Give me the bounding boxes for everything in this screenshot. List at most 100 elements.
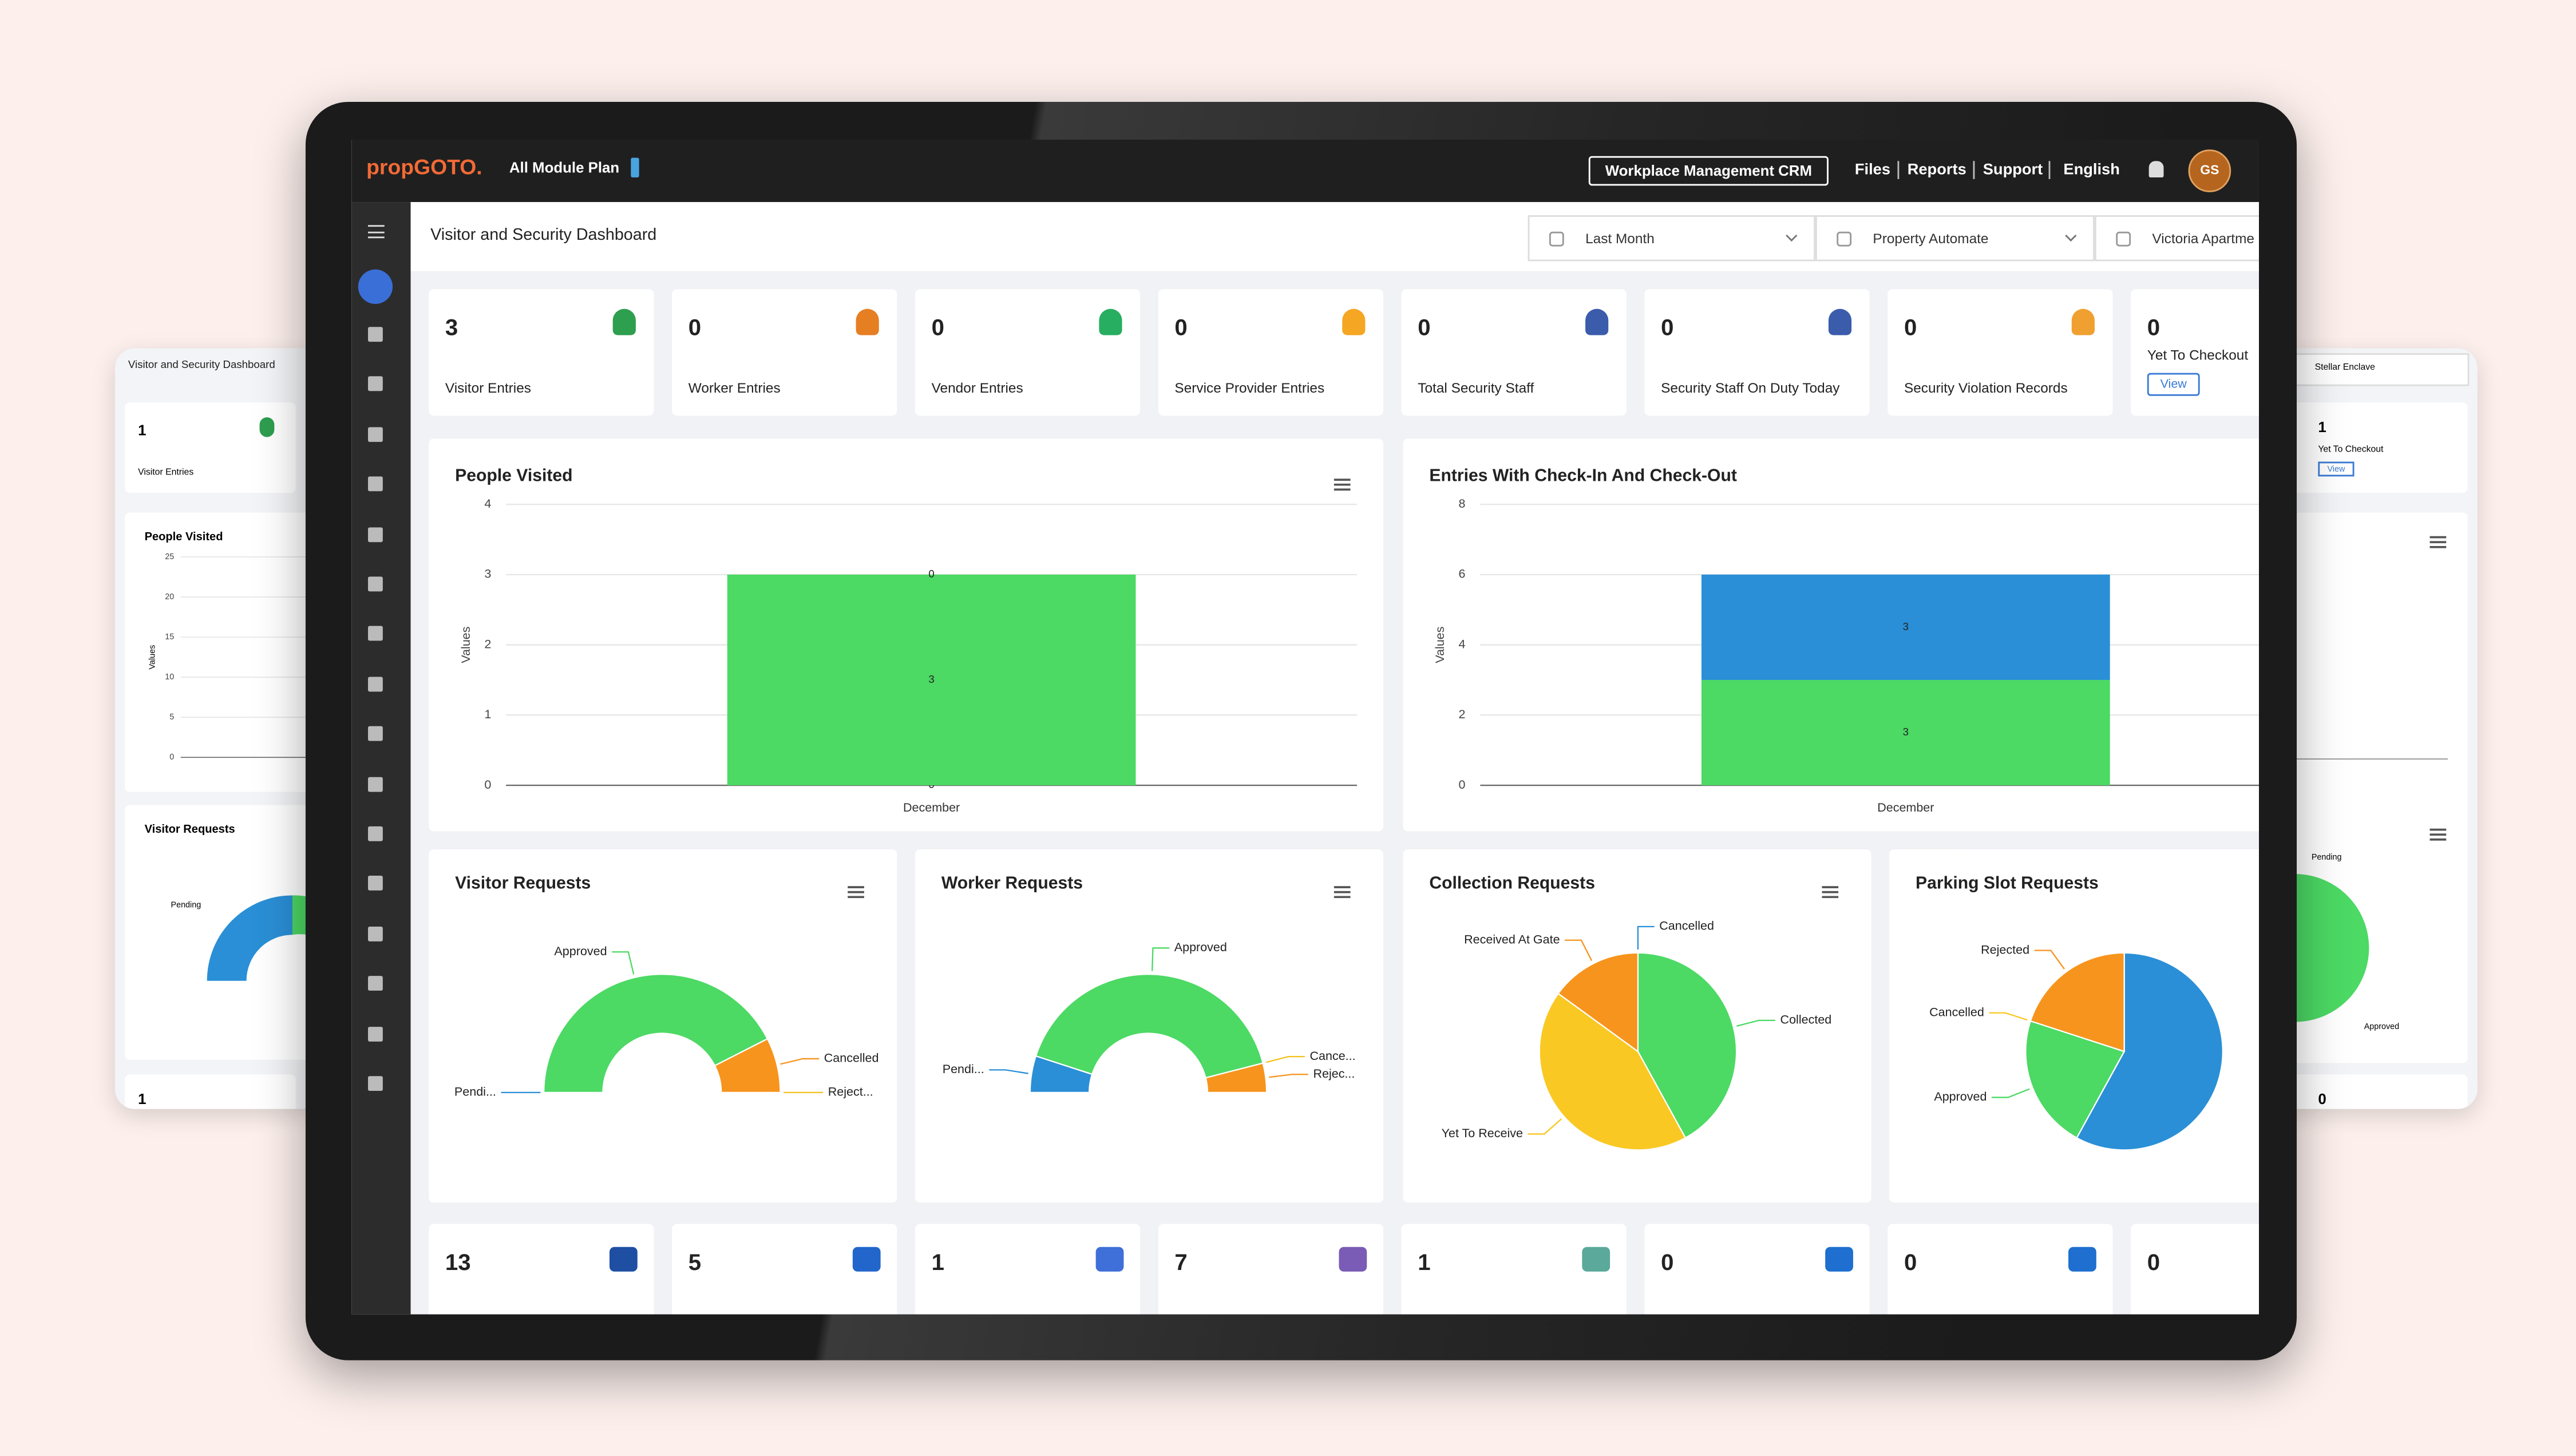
preview-kpi: 1 Yet To Checkout View [2275, 402, 2468, 493]
slice-label: Approved [554, 944, 607, 958]
sidebar-icon[interactable] [368, 876, 383, 891]
sidebar-icon[interactable] [368, 377, 383, 392]
preview-kpi: 0 [2275, 1074, 2468, 1109]
sidebar-icon[interactable] [368, 426, 383, 442]
view-button[interactable]: View [2318, 461, 2355, 477]
kpi-label: Worker Entries [688, 379, 781, 396]
leader-line [1565, 939, 1593, 962]
slice-label: Cancelled [1659, 919, 1714, 933]
y-tick-label: 0 [1459, 778, 1466, 792]
kpi-label: Visitor Entries [138, 468, 194, 478]
chart-canvas: Visitor Requests Pending [145, 823, 320, 981]
chart-menu[interactable] [1333, 886, 1351, 899]
chart-menu[interactable] [2429, 536, 2447, 548]
kpi-value: 0 [931, 314, 944, 341]
leader-line [1528, 1118, 1562, 1135]
slice-label: Rejected [1981, 943, 2029, 956]
hamburger[interactable] [368, 225, 385, 239]
nav-item[interactable]: Reports [1908, 161, 1975, 179]
sidebar-icon[interactable] [368, 1076, 383, 1091]
chart-menu[interactable] [848, 886, 864, 899]
sidebar-icon[interactable] [368, 726, 383, 742]
sidebar-icon[interactable] [368, 776, 383, 792]
filter[interactable]: Victoria Apartme [2094, 215, 2259, 262]
logo: propGOTO. [366, 154, 482, 179]
bell-icon[interactable] [2148, 161, 2164, 178]
slice-label: Approved [1934, 1090, 1987, 1103]
nav-item[interactable]: English [2063, 161, 2120, 179]
kpi-value: 0 [1174, 314, 1188, 341]
sidebar-icon[interactable] [368, 976, 383, 991]
data-label: 3 [1903, 726, 1909, 738]
y-tick-label: 5 [169, 713, 174, 722]
kpi-card: 0 Yet To Checkout View [2131, 289, 2259, 416]
filter[interactable]: Property Automate [1815, 215, 2095, 262]
kpi-value: 0 [2318, 1091, 2326, 1107]
chart-canvas: People Visited 0 5 10 15 20 25 Values [145, 531, 320, 762]
kpi-card: 1 [915, 1224, 1141, 1315]
slice-label: Collected [1780, 1013, 1832, 1027]
y-tick-label: 0 [484, 778, 491, 792]
filter-icon [2116, 231, 2131, 247]
preview-donut: Visitor Requests Pending [125, 805, 320, 1060]
chart-card: Parking Slot Requests Approved Cancelled Re… [1889, 849, 2259, 1203]
sidebar-icon[interactable] [368, 476, 383, 492]
kpi-value: 0 [1904, 1248, 1917, 1275]
y-tick-label: 8 [1459, 497, 1466, 511]
sidebar-icon[interactable] [368, 576, 383, 592]
nav-item[interactable]: Files [1855, 161, 1899, 179]
hamburger-mid [368, 231, 385, 234]
chart-title: People Visited [145, 531, 223, 543]
slice-label: Approved [1174, 940, 1227, 954]
chart-canvas: Worker Requests Pendi... Approved Cance... R… [941, 873, 1356, 1094]
slice-label: Pendi... [454, 1085, 496, 1099]
filter[interactable]: Stellar Enclave [2275, 353, 2470, 386]
kpi-icon [1585, 308, 1609, 335]
sidebar-icon[interactable] [368, 676, 383, 691]
right-preview: Stellar Enclave 1 Yet To Checkout View Pendi… [2275, 348, 2478, 1109]
plan-icon [631, 157, 639, 178]
leader-line [780, 1058, 820, 1065]
sidebar-icon[interactable] [368, 626, 383, 642]
filter[interactable]: Last Month [1528, 215, 1815, 262]
slice-label: Reject... [828, 1085, 873, 1099]
crm-button[interactable]: Workplace Management CRM [1588, 156, 1829, 186]
slice [1557, 952, 1639, 1053]
avatar[interactable]: GS [2188, 149, 2231, 192]
chart-card: Worker Requests Pendi... Approved Cance... R… [915, 849, 1383, 1203]
slice-label: Pendi... [943, 1062, 984, 1076]
slice [1637, 952, 1738, 1139]
chart-menu[interactable] [1822, 886, 1839, 899]
kpi-value: 1 [2318, 418, 2326, 436]
kpi-card: 0 Service Provider Entries [1158, 289, 1383, 416]
title-bar: Visitor and Security Dashboard Last Month… [410, 202, 2259, 271]
kpi-label: Visitor Entries [445, 379, 531, 396]
nav-active[interactable] [358, 269, 393, 304]
chart-title: Parking Slot Requests [1916, 873, 2099, 892]
slice-label: Yet To Receive [1442, 1126, 1523, 1140]
sidebar-icon[interactable] [368, 527, 383, 542]
sidebar-icon[interactable] [368, 926, 383, 941]
view-button[interactable]: View [2147, 373, 2200, 396]
sidebar-icon[interactable] [368, 826, 383, 841]
sidebar-icon[interactable] [368, 1026, 383, 1041]
data-label: 0 [928, 568, 934, 580]
kpi-icon [1095, 1247, 1124, 1272]
y-tick-label: 2 [484, 637, 491, 651]
slice [1538, 992, 1687, 1151]
chart-title: People Visited [455, 466, 572, 485]
nav-item[interactable]: Support [1983, 161, 2051, 179]
kpi-value: 0 [1661, 314, 1674, 341]
sidebar-icon[interactable] [368, 327, 383, 342]
kpi-icon [852, 1247, 881, 1272]
leader-line [2034, 949, 2065, 970]
leader-line [1265, 1055, 1305, 1063]
slice [1205, 1062, 1268, 1094]
plan-name: All Module Plan [509, 159, 620, 176]
chart-menu[interactable] [2429, 828, 2447, 841]
kpi-value: 0 [1661, 1248, 1674, 1275]
kpi-card: 0 Total Security Staff [1401, 289, 1627, 416]
chart-menu[interactable] [1333, 478, 1351, 491]
slice-label: Rejec... [1313, 1067, 1355, 1081]
